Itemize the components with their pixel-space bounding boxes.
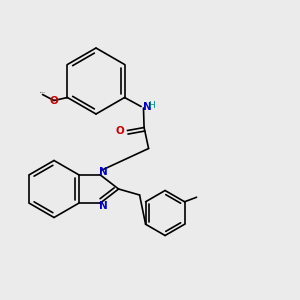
Text: H: H xyxy=(148,100,155,109)
Text: O: O xyxy=(116,125,124,136)
Text: N: N xyxy=(99,167,107,177)
Text: methoxy: methoxy xyxy=(40,92,46,93)
Text: N: N xyxy=(99,201,107,211)
Text: O: O xyxy=(50,95,58,106)
Text: N: N xyxy=(142,101,151,112)
